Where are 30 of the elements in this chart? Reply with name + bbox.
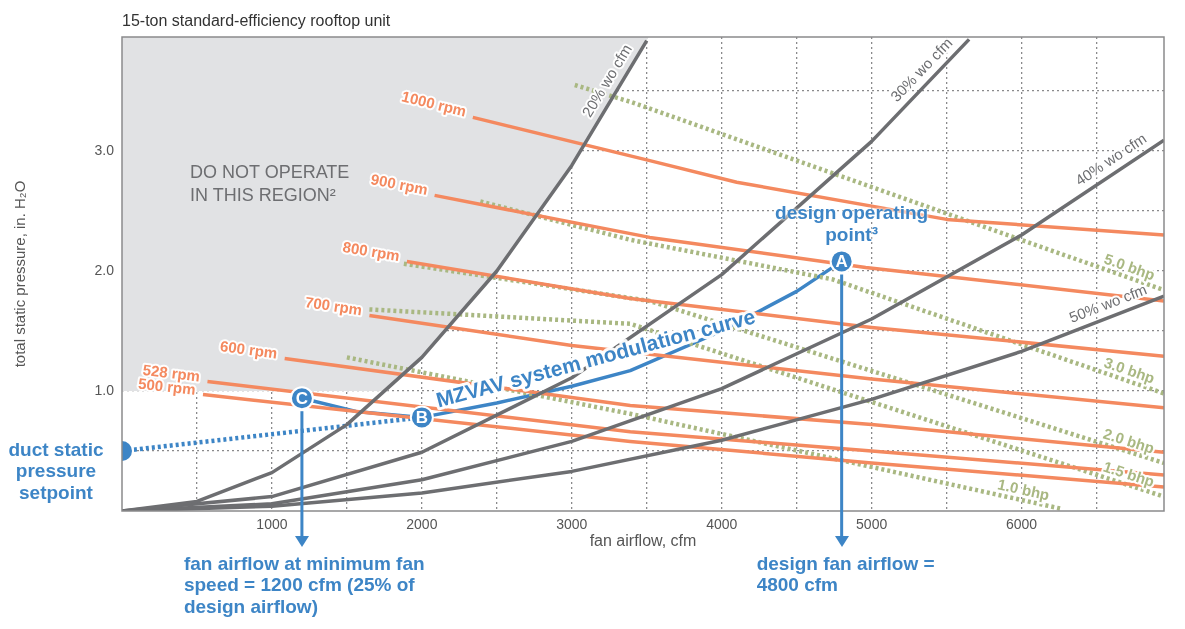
text: 5.0 bhp xyxy=(1102,249,1158,284)
data-label: C xyxy=(295,388,309,408)
x-tick-label: 1000 xyxy=(256,516,288,533)
text: 40% wo cfm xyxy=(1071,129,1150,189)
x-tick-label: 4000 xyxy=(706,516,738,533)
text: 1000 rpm xyxy=(400,87,469,120)
text: 700 rpm xyxy=(304,293,364,319)
y-tick-label: 2.0 xyxy=(94,261,115,278)
x-tick-label: 2000 xyxy=(406,516,438,533)
y-axis-title: total static pressure, in. H₂O xyxy=(11,180,29,368)
text: 1.0 bhp xyxy=(996,475,1052,504)
text: 600 rpm xyxy=(219,337,279,362)
data-label: A xyxy=(835,252,848,272)
text: 2.0 bhp xyxy=(1101,424,1157,457)
x-axis-title: fan airflow, cfm xyxy=(589,531,697,549)
text: 800 rpm xyxy=(341,237,402,265)
y-tick-label: 3.0 xyxy=(94,141,115,158)
annotation: duct static pressure setpoint xyxy=(7,439,105,503)
annotation: DO NOT OPERATE IN THIS REGION² xyxy=(190,161,351,208)
text: 900 rpm xyxy=(369,170,430,198)
text: 1.5 bhp xyxy=(1101,457,1157,491)
chart-title: 15-ton standard-efficiency rooftop unit xyxy=(122,12,391,30)
x-tick-label: 3000 xyxy=(556,516,588,533)
text: 3.0 bhp xyxy=(1101,353,1158,387)
data-label: B xyxy=(415,408,428,428)
x-tick-label: 6000 xyxy=(1005,516,1038,533)
ref-line-label: fan airflow at minimum fan speed = 1200 cfm (25% of design airflow) xyxy=(183,553,426,617)
x-tick-label: 5000 xyxy=(856,516,888,533)
ref-line-label: design fan airflow = 4800 cfm xyxy=(756,553,936,596)
y-tick-label: 1.0 xyxy=(94,381,115,398)
